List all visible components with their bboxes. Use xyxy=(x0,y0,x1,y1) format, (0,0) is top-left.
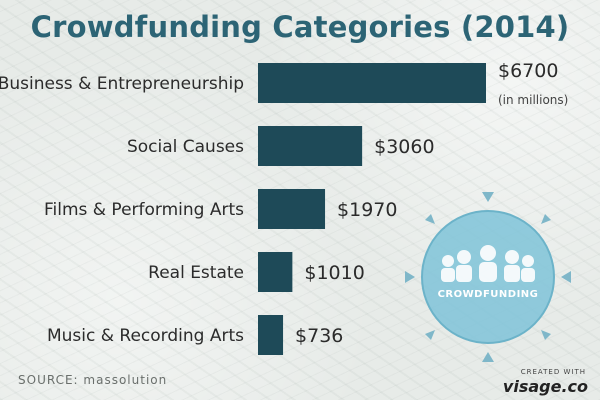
value-label: $736 xyxy=(295,325,343,347)
arrow-icons xyxy=(405,192,571,362)
arrow-left-icon xyxy=(561,271,571,283)
category-label: Social Causes xyxy=(127,137,244,157)
unit-note: (in millions) xyxy=(498,93,568,107)
arrow-diagonal-icon xyxy=(541,214,551,224)
arrow-up-icon xyxy=(482,352,494,362)
category-label: Business & Entrepreneurship xyxy=(0,74,244,94)
arrow-right-icon xyxy=(405,271,415,283)
category-label: Films & Performing Arts xyxy=(44,200,244,220)
value-label: $6700 xyxy=(498,60,558,82)
crowd-icon xyxy=(441,245,535,282)
chart-title: Crowdfunding Categories (2014) xyxy=(30,10,570,44)
source-note: SOURCE: massolution xyxy=(18,373,168,387)
value-label: $1010 xyxy=(304,262,364,284)
badge-ring xyxy=(421,210,555,344)
arrow-diagonal-icon xyxy=(425,330,435,340)
arrow-diagonal-icon xyxy=(541,330,551,340)
badge-label: CROWDFUNDING xyxy=(438,289,539,300)
arrow-diagonal-icon xyxy=(425,214,435,224)
bar xyxy=(258,63,486,103)
crowdfunding-badge: CROWDFUNDING xyxy=(405,192,571,362)
bar xyxy=(258,126,363,166)
bar xyxy=(258,189,326,229)
bar xyxy=(258,252,293,292)
bar xyxy=(258,315,284,355)
created-with-label: CREATED WITH xyxy=(520,368,586,376)
value-label: $1970 xyxy=(337,199,397,221)
arrow-down-icon xyxy=(482,192,494,202)
visage-logo: visage.co xyxy=(502,377,588,396)
value-label: $3060 xyxy=(374,136,434,158)
category-label: Music & Recording Arts xyxy=(47,326,244,346)
category-label: Real Estate xyxy=(148,263,244,283)
